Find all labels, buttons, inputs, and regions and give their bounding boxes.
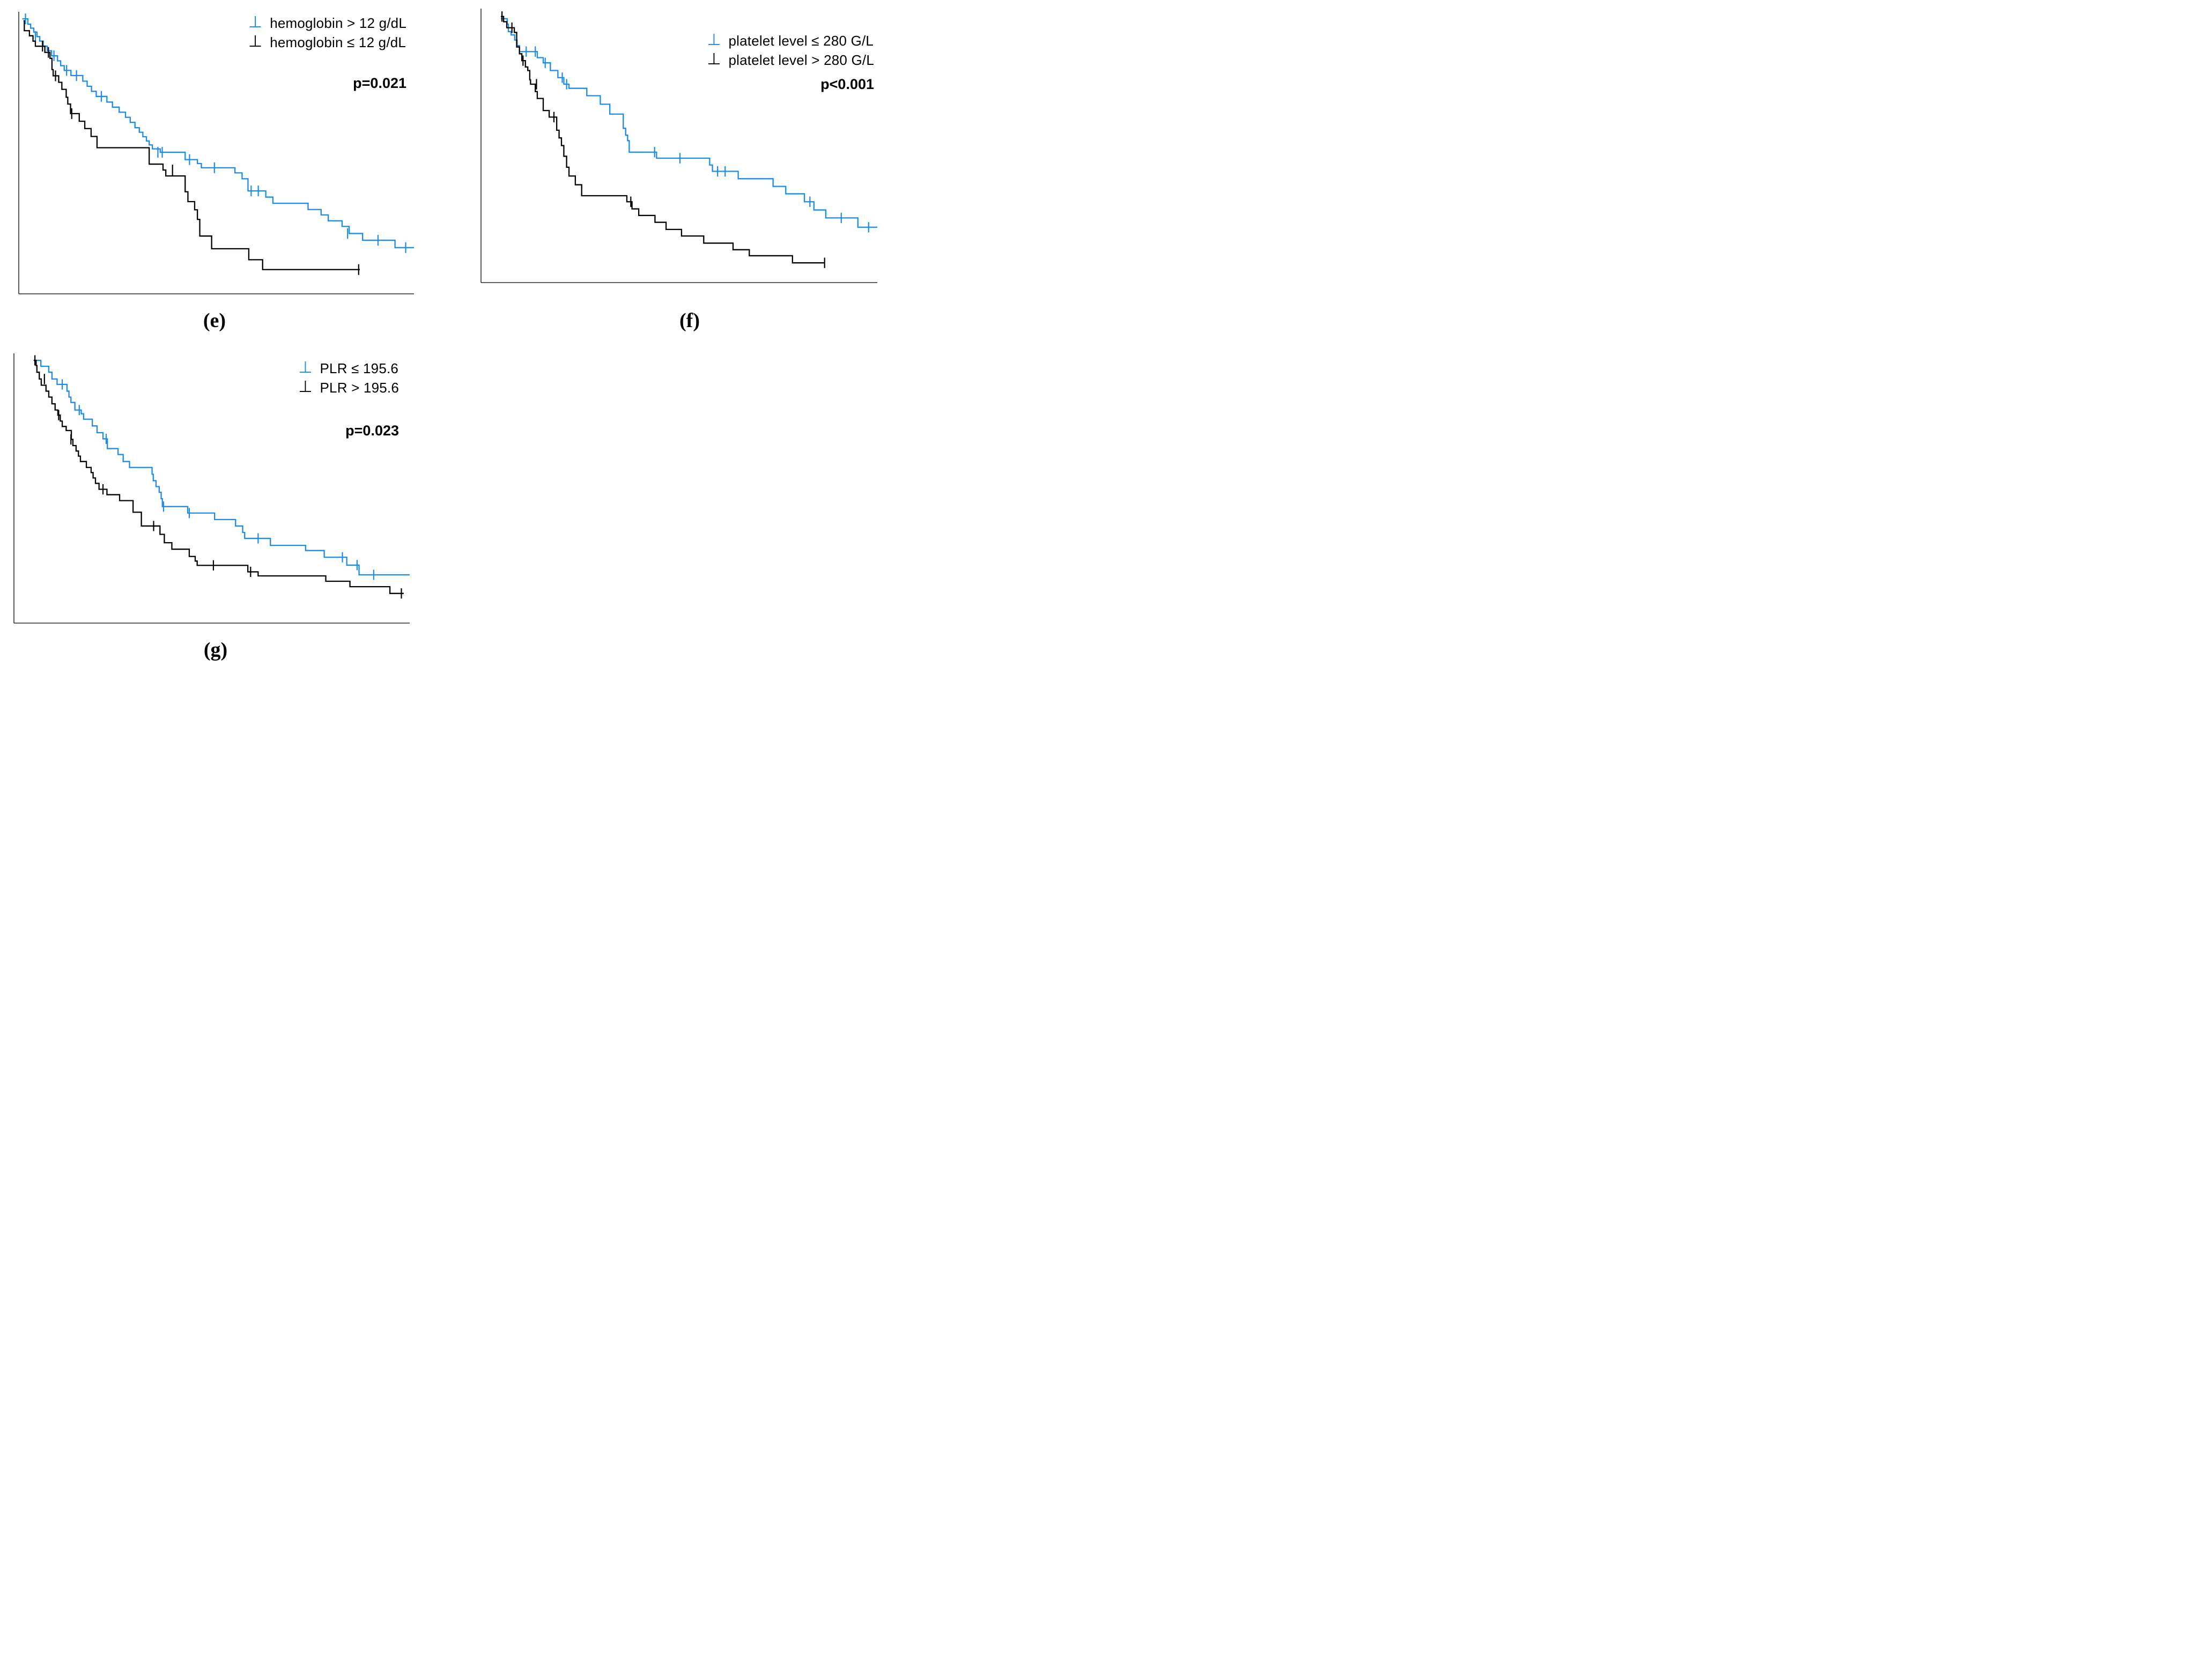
censor-marker-icon: ⊥ (707, 50, 721, 68)
legend-label: PLR > 195.6 (320, 380, 399, 396)
legend-e: ⊥ hemoglobin > 12 g/dL ⊥ hemoglobin ≤ 12… (248, 13, 406, 51)
axis-frame (19, 12, 414, 294)
censor-ticks-blue-g (62, 379, 374, 580)
censor-ticks-blue-f (526, 47, 868, 233)
figure-canvas: ⊥ hemoglobin > 12 g/dL ⊥ hemoglobin ≤ 12… (0, 0, 885, 669)
km-curve-blue-g (34, 360, 410, 575)
km-plot-e (19, 12, 414, 294)
km-panel-f: ⊥ platelet level ≤ 280 G/L ⊥ platelet le… (481, 9, 877, 283)
legend-item: ⊥ hemoglobin > 12 g/dL (248, 13, 406, 32)
legend-f: ⊥ platelet level ≤ 280 G/L ⊥ platelet le… (707, 31, 874, 69)
km-plot-f (481, 9, 877, 283)
legend-item: ⊥ platelet level ≤ 280 G/L (707, 31, 874, 49)
km-curve-black-e (24, 21, 360, 270)
censor-marker-icon: ⊥ (248, 32, 263, 50)
panel-label-g: (g) (203, 639, 228, 661)
censor-ticks-blue-e (26, 13, 406, 253)
legend-label: platelet level > 280 G/L (728, 52, 874, 68)
km-panel-g: ⊥ PLR ≤ 195.6 ⊥ PLR > 195.6 p=0.023 (14, 353, 410, 623)
km-curve-black-f (501, 17, 825, 263)
legend-label: hemoglobin ≤ 12 g/dL (270, 34, 406, 50)
legend-item: ⊥ hemoglobin ≤ 12 g/dL (248, 32, 406, 51)
km-plot-g (14, 353, 410, 623)
legend-item: ⊥ PLR ≤ 195.6 (298, 358, 399, 377)
legend-label: platelet level ≤ 280 G/L (728, 33, 874, 49)
legend-item: ⊥ PLR > 195.6 (298, 377, 399, 396)
axis-frame (481, 9, 877, 283)
panel-label-e: (e) (203, 309, 226, 332)
censor-ticks-black-g (35, 356, 401, 599)
legend-label: PLR ≤ 195.6 (320, 360, 399, 376)
p-value-label: p<0.001 (820, 76, 874, 92)
legend-label: hemoglobin > 12 g/dL (270, 15, 406, 31)
axis-frame (14, 353, 410, 623)
p-value-label: p=0.021 (353, 75, 406, 91)
censor-ticks-black-f (502, 11, 825, 268)
km-panel-e: ⊥ hemoglobin > 12 g/dL ⊥ hemoglobin ≤ 12… (19, 12, 414, 294)
p-value-label: p=0.023 (345, 423, 399, 439)
legend-item: ⊥ platelet level > 280 G/L (707, 50, 874, 69)
km-curve-blue-e (23, 19, 414, 248)
legend-g: ⊥ PLR ≤ 195.6 ⊥ PLR > 195.6 (298, 358, 399, 396)
censor-marker-icon: ⊥ (298, 377, 313, 396)
censor-marker-icon: ⊥ (298, 358, 313, 376)
km-curve-black-g (34, 360, 404, 594)
censor-marker-icon: ⊥ (707, 31, 721, 49)
censor-marker-icon: ⊥ (248, 13, 263, 31)
panel-label-f: (f) (679, 309, 700, 332)
censor-ticks-black-e (42, 41, 359, 275)
